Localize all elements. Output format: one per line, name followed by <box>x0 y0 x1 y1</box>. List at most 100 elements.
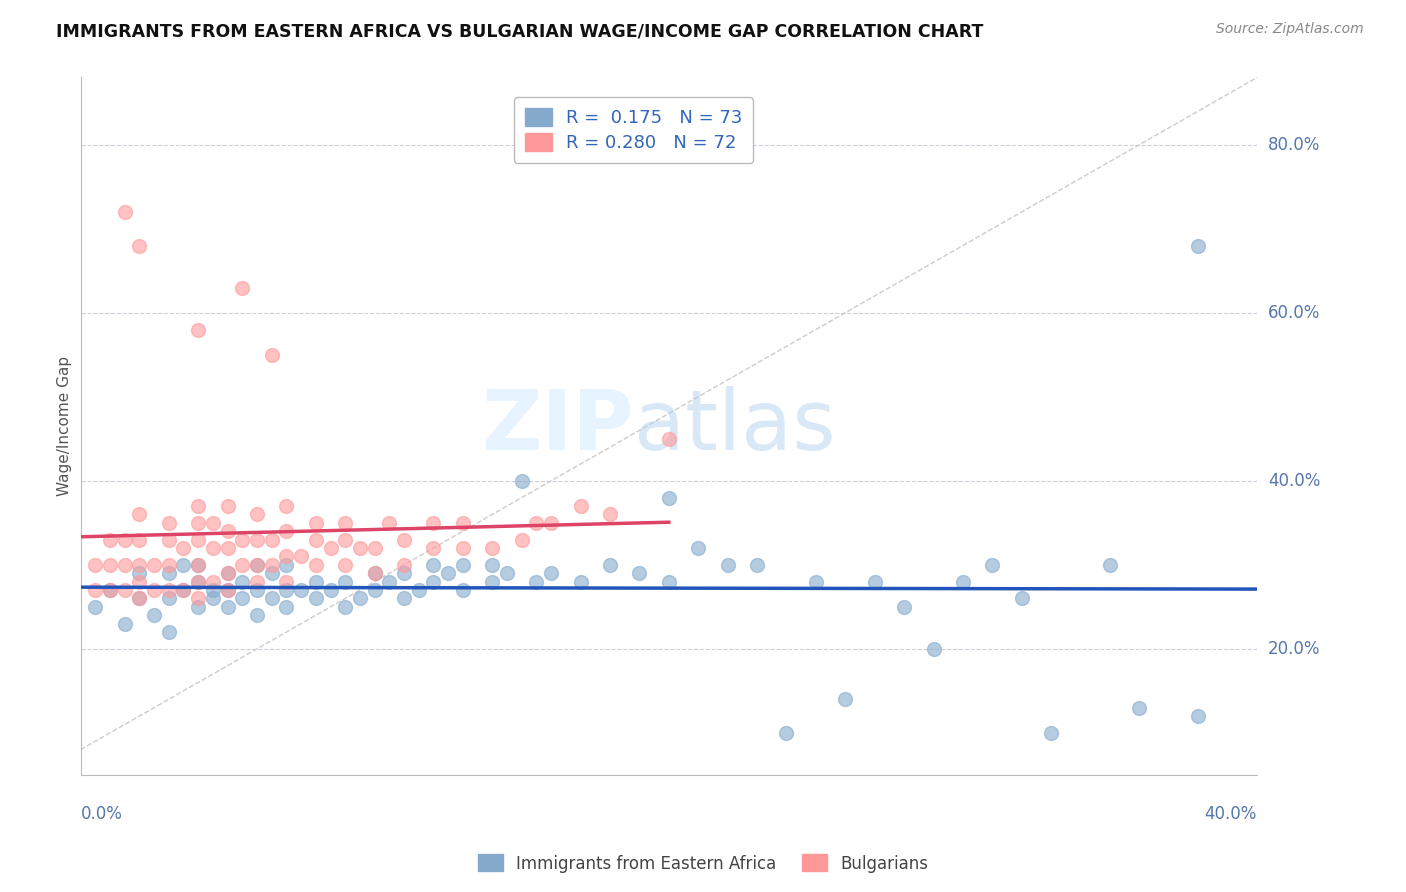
Point <box>437 566 460 581</box>
Point <box>834 692 856 706</box>
Point <box>143 582 166 597</box>
Point <box>569 499 592 513</box>
Point <box>276 549 298 564</box>
Text: ZIP: ZIP <box>481 385 634 467</box>
Point <box>157 533 180 547</box>
Point <box>157 558 180 572</box>
Point <box>187 322 209 336</box>
Point <box>363 566 385 581</box>
Point <box>187 533 209 547</box>
Point <box>658 491 681 505</box>
Point <box>246 574 269 589</box>
Point <box>481 574 503 589</box>
Point <box>84 599 107 614</box>
Point <box>217 582 239 597</box>
Point <box>392 533 415 547</box>
Point <box>378 574 401 589</box>
Point <box>217 566 239 581</box>
Point <box>172 558 194 572</box>
Point <box>201 582 224 597</box>
Legend: Immigrants from Eastern Africa, Bulgarians: Immigrants from Eastern Africa, Bulgaria… <box>471 847 935 880</box>
Point <box>114 582 136 597</box>
Point <box>1128 700 1150 714</box>
Point <box>952 574 974 589</box>
Point <box>231 574 253 589</box>
Point <box>893 599 915 614</box>
Point <box>569 574 592 589</box>
Point <box>128 591 150 606</box>
Point <box>246 508 269 522</box>
Point <box>143 558 166 572</box>
Point <box>628 566 651 581</box>
Point <box>201 574 224 589</box>
Point <box>290 582 312 597</box>
Point <box>276 574 298 589</box>
Point <box>510 533 533 547</box>
Text: IMMIGRANTS FROM EASTERN AFRICA VS BULGARIAN WAGE/INCOME GAP CORRELATION CHART: IMMIGRANTS FROM EASTERN AFRICA VS BULGAR… <box>56 22 984 40</box>
Point <box>775 726 797 740</box>
Point <box>217 541 239 555</box>
Point <box>246 558 269 572</box>
Point <box>599 508 621 522</box>
Point <box>658 432 681 446</box>
Point <box>319 582 342 597</box>
Point <box>276 599 298 614</box>
Point <box>392 591 415 606</box>
Point <box>231 533 253 547</box>
Point <box>305 516 328 530</box>
Point <box>335 599 357 614</box>
Point <box>1011 591 1033 606</box>
Point <box>157 516 180 530</box>
Point <box>335 558 357 572</box>
Point <box>496 566 519 581</box>
Point <box>451 541 474 555</box>
Point <box>246 608 269 623</box>
Point <box>217 582 239 597</box>
Point <box>526 574 548 589</box>
Point <box>422 558 444 572</box>
Point <box>128 533 150 547</box>
Point <box>217 599 239 614</box>
Point <box>114 205 136 219</box>
Point <box>114 558 136 572</box>
Text: 20.0%: 20.0% <box>1268 640 1320 658</box>
Point <box>84 558 107 572</box>
Point <box>260 348 283 362</box>
Point <box>319 541 342 555</box>
Point <box>745 558 768 572</box>
Point <box>363 541 385 555</box>
Point <box>98 558 121 572</box>
Point <box>363 582 385 597</box>
Point <box>378 516 401 530</box>
Point <box>922 641 945 656</box>
Point <box>187 591 209 606</box>
Point <box>276 558 298 572</box>
Point <box>688 541 710 555</box>
Point <box>114 616 136 631</box>
Point <box>276 524 298 539</box>
Point <box>231 558 253 572</box>
Point <box>451 582 474 597</box>
Point <box>422 541 444 555</box>
Point <box>172 582 194 597</box>
Point <box>187 558 209 572</box>
Point <box>231 591 253 606</box>
Point <box>128 591 150 606</box>
Point <box>481 541 503 555</box>
Point <box>349 591 371 606</box>
Text: 40.0%: 40.0% <box>1205 805 1257 823</box>
Point <box>335 533 357 547</box>
Point <box>128 558 150 572</box>
Legend: R =  0.175   N = 73, R = 0.280   N = 72: R = 0.175 N = 73, R = 0.280 N = 72 <box>513 97 754 162</box>
Point <box>217 566 239 581</box>
Point <box>305 574 328 589</box>
Point <box>187 599 209 614</box>
Point <box>451 516 474 530</box>
Point <box>260 533 283 547</box>
Point <box>128 574 150 589</box>
Point <box>1040 726 1063 740</box>
Point <box>422 516 444 530</box>
Point <box>187 558 209 572</box>
Point <box>128 508 150 522</box>
Point <box>98 533 121 547</box>
